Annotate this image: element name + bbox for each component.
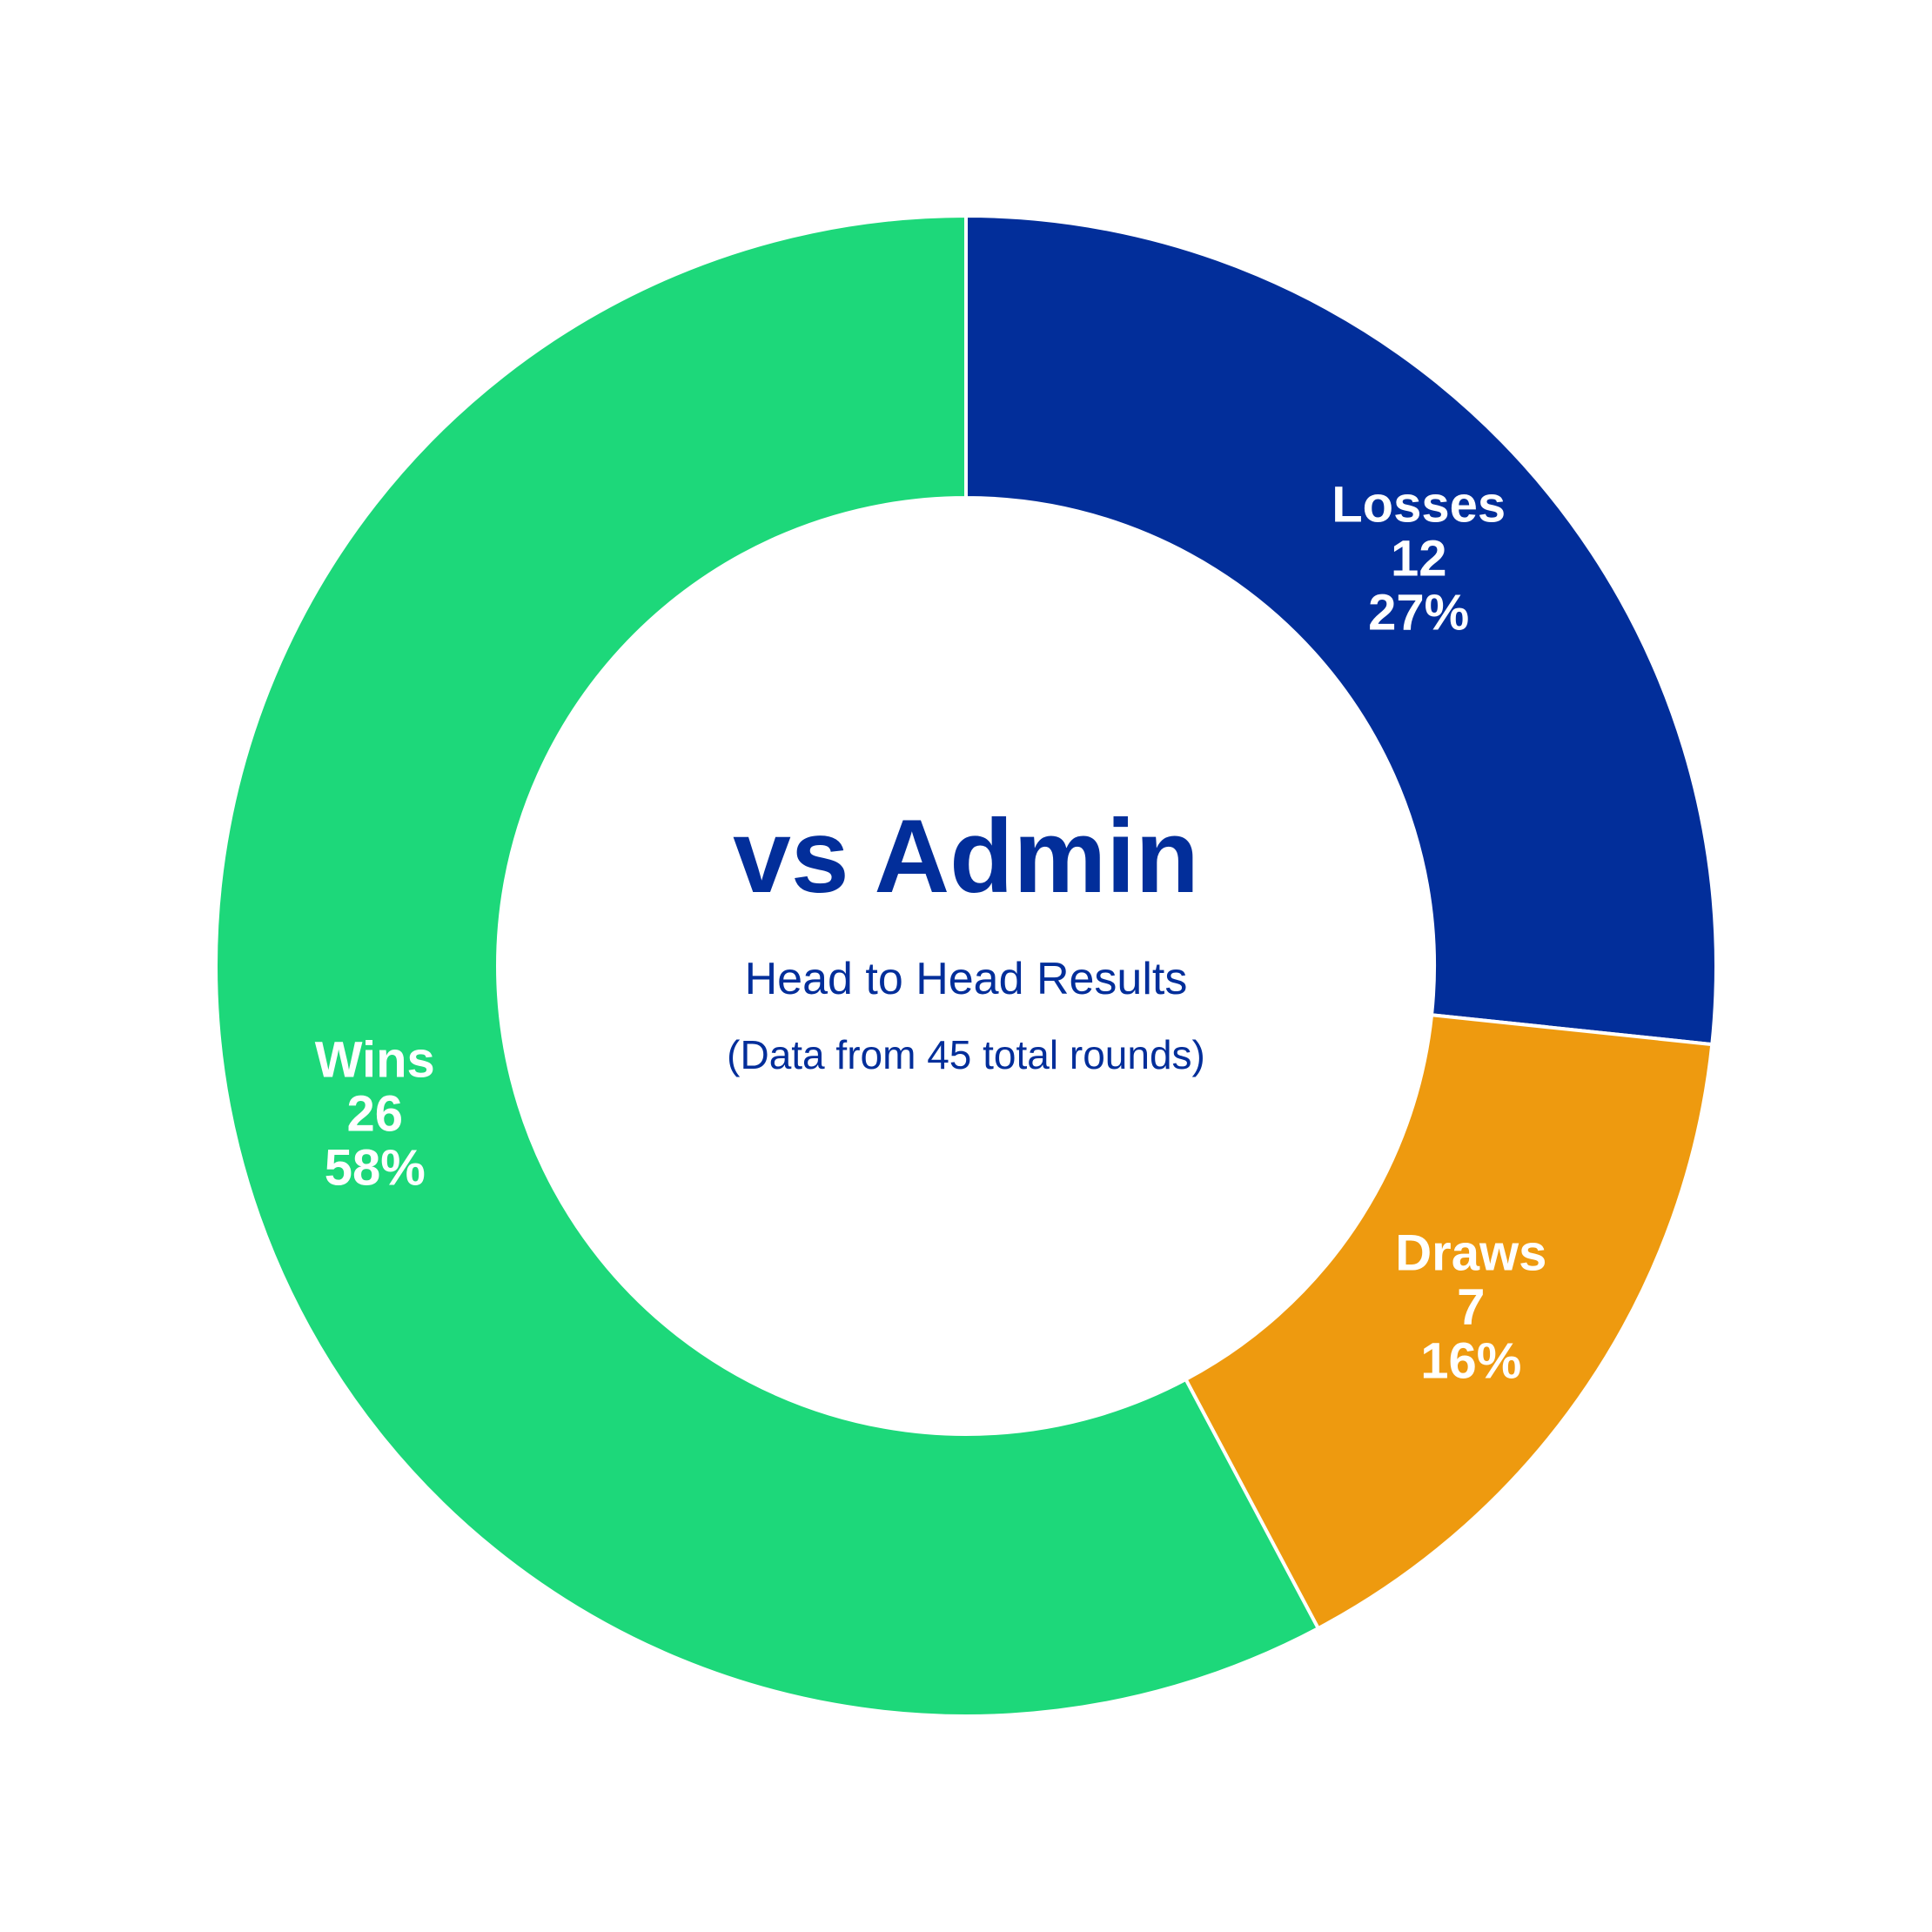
slice-label-name-draws: Draws: [1395, 1224, 1546, 1281]
chart-subtitle: Head to Head Results: [745, 954, 1188, 1004]
slice-draws: [1183, 1013, 1714, 1631]
slice-label-name-wins: Wins: [315, 1031, 435, 1088]
slice-label-percent-draws: 16%: [1420, 1332, 1521, 1389]
slices-layer: [214, 213, 1718, 1718]
slice-wins: [214, 213, 1321, 1718]
slice-label-percent-wins: 58%: [325, 1139, 426, 1196]
chart-title: vs Admin: [733, 798, 1199, 915]
slice-label-value-wins: 26: [347, 1085, 404, 1142]
slice-losses: [964, 213, 1718, 1047]
slice-label-value-losses: 12: [1391, 531, 1447, 587]
chart-note: (Data from 45 total rounds): [727, 1032, 1205, 1077]
slice-label-value-draws: 7: [1457, 1278, 1485, 1335]
slice-label-percent-losses: 27%: [1368, 585, 1469, 641]
slice-label-name-losses: Losses: [1332, 477, 1506, 533]
